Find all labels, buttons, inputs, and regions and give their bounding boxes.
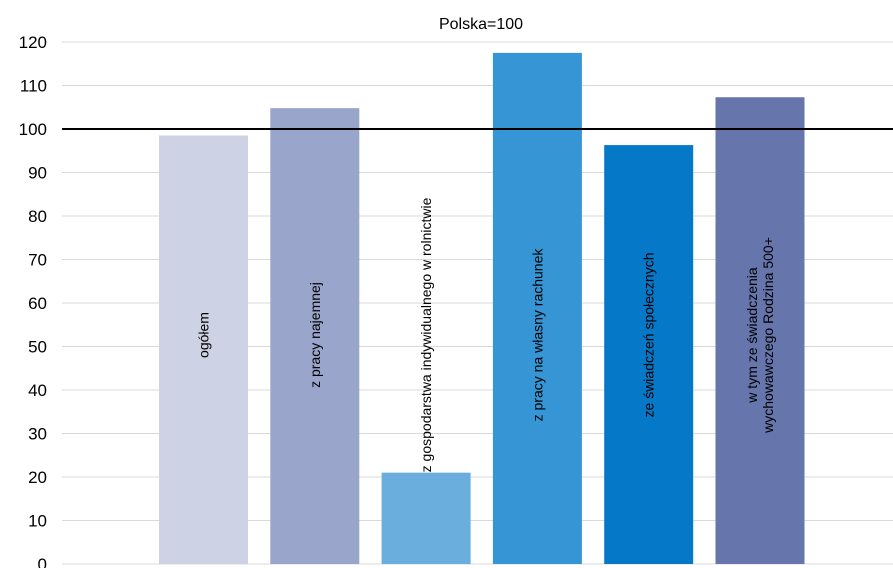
bar-category-label: w tym ze świadczenia wychowawczego Rodzin… (744, 237, 776, 434)
bar-category-label-line: z pracy na własny rachunek (529, 248, 545, 422)
chart-title: Polska=100 (439, 16, 523, 33)
bar-category-label: ze świadczeń społecznych (641, 253, 657, 418)
bar-category-label: z gospodarstwa indywidualnego w rolnictw… (418, 197, 434, 472)
y-tick-label: 30 (28, 425, 47, 444)
bar-category-label: z pracy na własny rachunek (529, 248, 545, 422)
bar-category-label-line: z gospodarstwa indywidualnego w rolnictw… (418, 197, 434, 472)
y-tick-label: 50 (28, 338, 47, 357)
y-tick-label: 80 (28, 207, 47, 226)
y-axis-ticks: 0 10 20 30 40 50 60 70 80 90 100 110 120 (19, 33, 47, 568)
bar-category-label-line: ze świadczeń społecznych (641, 253, 657, 418)
y-tick-label: 120 (19, 33, 47, 52)
bar (715, 97, 805, 565)
bar (159, 135, 248, 564)
bar-category-label-line: ogółem (196, 312, 212, 358)
bar-category-label: z pracy najemnej (307, 282, 323, 388)
bar-labels: ogółem z pracy najemnej z gospodarstwa ind… (196, 197, 777, 472)
y-tick-label: 90 (28, 164, 47, 183)
y-tick-label: 20 (28, 468, 47, 487)
bar-category-label-line: z pracy najemnej (307, 282, 323, 388)
y-tick-label: 10 (28, 512, 47, 531)
bar-category-label-line: wychowawczego Rodzina 500+ (760, 237, 776, 434)
bar (492, 52, 582, 564)
bars (159, 52, 805, 565)
bar (604, 145, 694, 564)
y-tick-label: 110 (20, 77, 47, 96)
y-tick-label: 60 (28, 294, 47, 313)
y-tick-label: 100 (19, 120, 47, 139)
bar-category-label: ogółem (196, 312, 212, 358)
bar (381, 472, 471, 564)
bar (270, 108, 360, 565)
bar-category-label-line: w tym ze świadczenia (744, 267, 760, 404)
y-tick-label: 70 (28, 251, 47, 270)
y-tick-label: 0 (38, 555, 47, 568)
y-tick-label: 40 (28, 381, 47, 400)
